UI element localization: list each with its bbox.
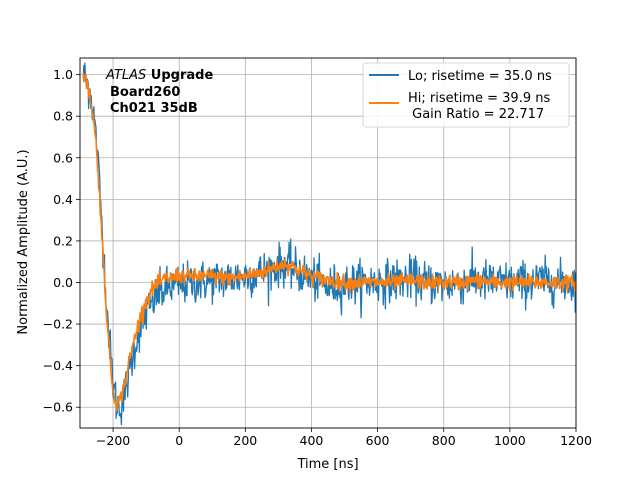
legend-box	[362, 62, 570, 128]
annotation: ATLAS Upgrade Board260 Ch021 35dB	[105, 68, 213, 116]
annotation-atlas: ATLAS	[105, 68, 146, 83]
y-tick-label: −0.6	[43, 400, 73, 415]
series-line-hi	[82, 72, 577, 412]
y-tick-label: −0.4	[43, 358, 73, 373]
y-tick-label: 0.0	[53, 275, 73, 290]
x-tick-label: 1000	[494, 433, 526, 448]
legend-label-hi: Hi; risetime = 39.9 ns Gain Ratio = 22.7…	[408, 91, 554, 122]
annotation-line2: Board260	[110, 85, 180, 100]
ticks: −200 0 200 400 600 800 1000 1200 −0.6 −0.4 −0.2 0.0…	[43, 67, 592, 448]
legend-label-hi-line1: Hi; risetime = 39.9 ns	[408, 91, 550, 106]
x-tick-label: −200	[96, 433, 130, 448]
y-tick-label: 0.8	[53, 109, 73, 124]
annotation-line1: ATLAS Upgrade	[105, 68, 213, 83]
x-axis-label: Time [ns]	[296, 457, 358, 472]
x-tick-label: 1200	[560, 433, 592, 448]
y-tick-label: 0.2	[53, 233, 73, 248]
x-tick-label: 800	[432, 433, 456, 448]
y-tick-label: 0.4	[53, 192, 73, 207]
series-layer	[82, 62, 577, 426]
x-tick-label: 200	[233, 433, 257, 448]
y-tick-label: 0.6	[53, 150, 73, 165]
y-tick-label: −0.2	[43, 317, 73, 332]
x-tick-label: 400	[300, 433, 324, 448]
x-tick-label: 0	[175, 433, 183, 448]
y-axis-label: Normalized Amplitude (A.U.)	[16, 149, 31, 334]
plot-frame	[79, 57, 577, 429]
y-tick-label: 1.0	[53, 67, 73, 82]
x-tick-label: 600	[366, 433, 390, 448]
annotation-upgrade: Upgrade	[146, 68, 213, 83]
legend-label-lo: Lo; risetime = 35.0 ns	[408, 69, 552, 84]
legend: Lo; risetime = 35.0 ns Hi; risetime = 39…	[362, 62, 570, 128]
annotation-line3: Ch021 35dB	[110, 101, 198, 116]
legend-label-hi-line2: Gain Ratio = 22.717	[408, 107, 544, 122]
